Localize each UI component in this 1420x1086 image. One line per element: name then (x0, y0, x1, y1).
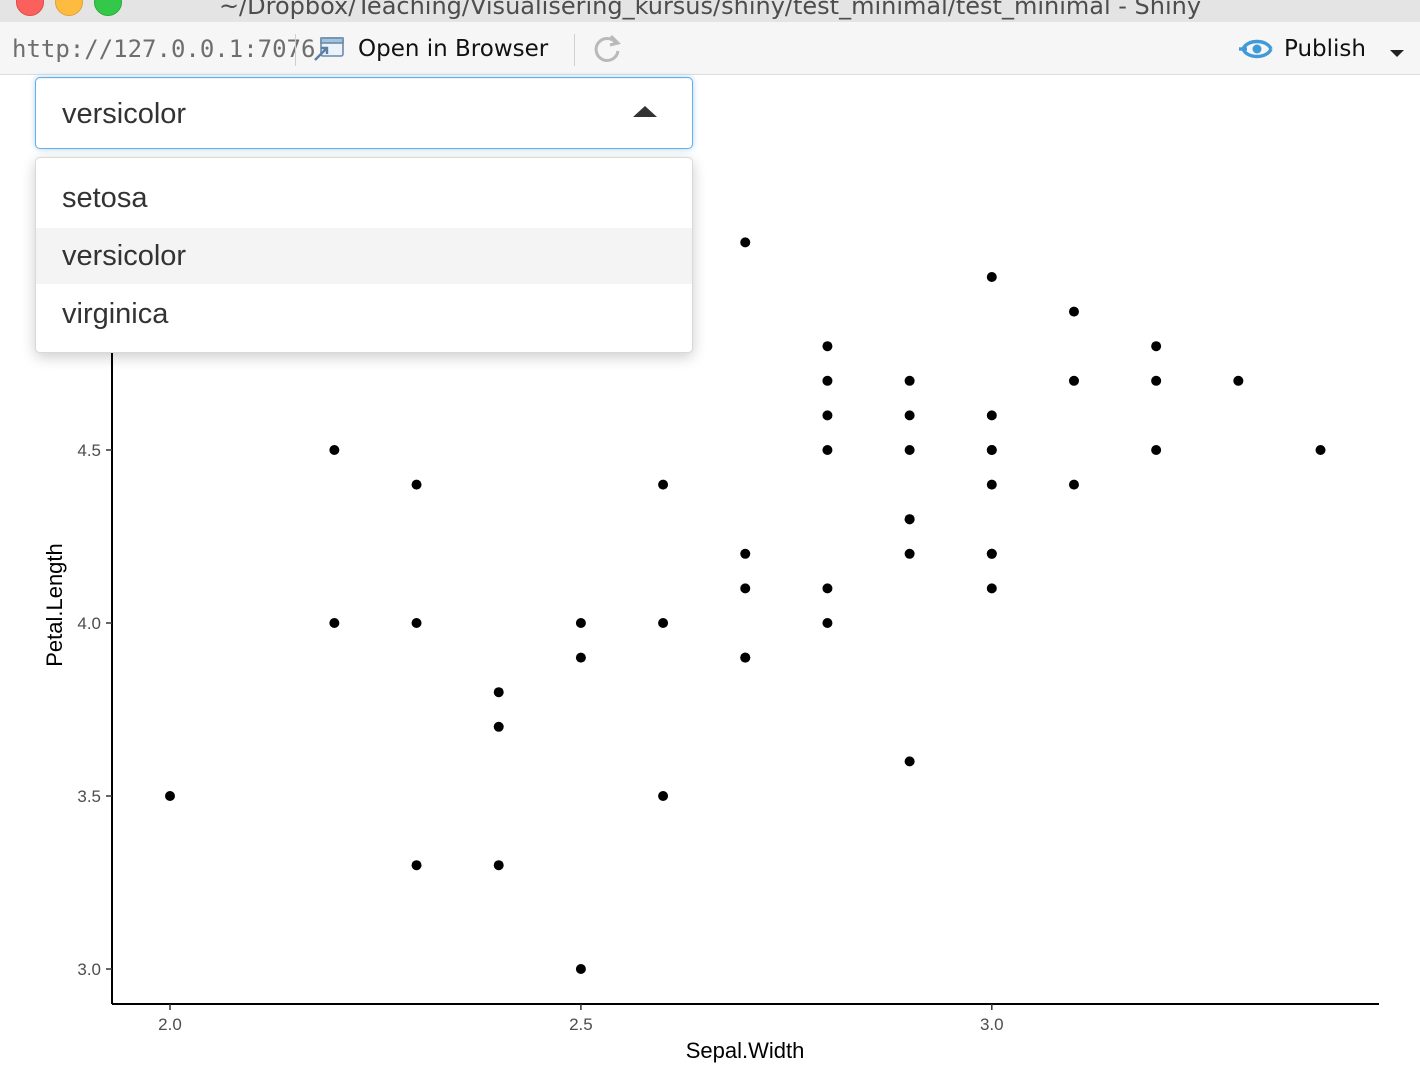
chevron-down-icon[interactable] (1390, 50, 1404, 57)
open-in-browser-label: Open in Browser (358, 36, 549, 62)
toolbar-divider (574, 34, 575, 66)
data-point (986, 445, 997, 455)
viewer-toolbar: http://127.0.0.1:7076 Open in Browser Pu… (0, 22, 1420, 75)
data-point (493, 721, 504, 732)
y-tick-label: 3.5 (77, 787, 101, 806)
y-tick-label: 4.5 (77, 441, 101, 460)
data-point (1315, 445, 1326, 455)
data-point (1233, 375, 1244, 386)
window-title: ~/Dropbox/Teaching/Visualisering_kursus/… (218, 0, 1202, 20)
data-point (740, 548, 751, 559)
data-point (740, 583, 751, 594)
x-tick-label: 2.0 (158, 1015, 182, 1034)
data-point (411, 860, 422, 871)
option-versicolor[interactable]: versicolor (36, 228, 692, 284)
species-dropdown-menu: setosa versicolor virginica (35, 157, 693, 353)
publish-button[interactable]: Publish (1238, 30, 1366, 68)
data-point (1151, 375, 1162, 386)
publish-label: Publish (1284, 36, 1366, 62)
data-point (822, 445, 833, 455)
data-point (1151, 445, 1162, 455)
data-point (822, 583, 833, 594)
open-in-browser-button[interactable]: Open in Browser (312, 30, 548, 68)
data-point (986, 479, 997, 490)
data-point (1068, 375, 1079, 386)
data-point (1151, 341, 1162, 352)
toolbar-divider (295, 34, 296, 66)
data-point (904, 410, 915, 421)
data-point (986, 410, 997, 421)
option-setosa[interactable]: setosa (36, 170, 692, 226)
x-tick-label: 2.5 (569, 1015, 593, 1034)
data-point (986, 548, 997, 559)
data-point (493, 687, 504, 698)
select-current-value: versicolor (62, 98, 187, 130)
data-point (904, 514, 915, 525)
data-point (658, 791, 669, 801)
data-point (822, 618, 833, 628)
data-point (658, 479, 669, 490)
data-point (411, 479, 422, 490)
data-point (822, 341, 833, 352)
data-point (740, 237, 751, 248)
option-virginica[interactable]: virginica (36, 286, 692, 342)
open-in-browser-icon (314, 37, 344, 61)
axis-ticks: 2.0 2.5 3.0 3.0 3.5 4.0 4.5 (77, 441, 1003, 1034)
data-point (575, 964, 586, 974)
data-point (329, 445, 340, 455)
y-tick-label: 4.0 (77, 614, 101, 633)
data-point (411, 618, 422, 628)
data-point (575, 618, 586, 628)
data-point (822, 375, 833, 386)
data-point (575, 652, 586, 663)
data-point (986, 272, 997, 282)
x-tick-label: 3.0 (980, 1015, 1004, 1034)
data-point (329, 618, 340, 628)
data-point (822, 410, 833, 421)
y-axis-label: Petal.Length (42, 543, 67, 667)
option-label: virginica (62, 298, 169, 330)
data-point (986, 583, 997, 594)
data-point (904, 375, 915, 386)
data-point (658, 618, 669, 628)
option-label: versicolor (62, 240, 187, 272)
plot-area (165, 237, 1326, 974)
y-tick-label: 3.0 (77, 960, 101, 979)
url-display[interactable]: http://127.0.0.1:7076 (12, 35, 316, 63)
window-title-bar: ~/Dropbox/Teaching/Visualisering_kursus/… (0, 0, 1420, 22)
option-label: setosa (62, 182, 148, 214)
data-point (904, 756, 915, 767)
data-point (1068, 479, 1079, 490)
refresh-icon[interactable] (590, 32, 624, 66)
chevron-up-icon (633, 106, 657, 117)
data-point (904, 445, 915, 455)
x-axis-label: Sepal.Width (686, 1038, 805, 1063)
data-point (740, 652, 751, 663)
data-point (1068, 306, 1079, 317)
data-point (165, 791, 175, 801)
data-point (493, 860, 504, 871)
data-point (904, 548, 915, 559)
species-select[interactable]: versicolor (35, 77, 693, 149)
publish-icon (1239, 39, 1273, 59)
